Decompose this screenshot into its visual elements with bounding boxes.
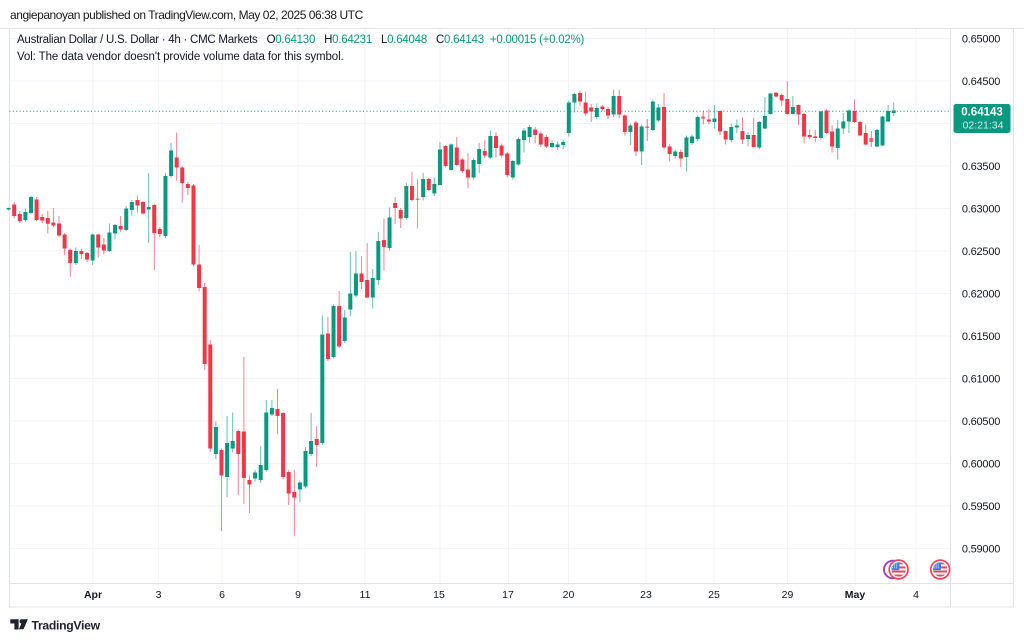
svg-text:May: May: [845, 589, 866, 601]
svg-text:0.61500: 0.61500: [962, 331, 1000, 343]
svg-text:6: 6: [219, 589, 225, 601]
svg-text:Apr: Apr: [84, 589, 102, 601]
svg-text:0.62000: 0.62000: [962, 288, 1000, 300]
svg-text:0.62500: 0.62500: [962, 246, 1000, 258]
svg-text:TradingView: TradingView: [32, 619, 101, 633]
svg-text:29: 29: [782, 589, 794, 601]
svg-text:15: 15: [433, 589, 445, 601]
svg-text:0.59000: 0.59000: [962, 543, 1000, 555]
svg-text:9: 9: [295, 589, 301, 601]
svg-text:0.61000: 0.61000: [962, 373, 1000, 385]
svg-text:0.64500: 0.64500: [962, 76, 1000, 88]
svg-text:0.59500: 0.59500: [962, 501, 1000, 513]
svg-text:0.60000: 0.60000: [962, 458, 1000, 470]
svg-text:02:21:34: 02:21:34: [963, 119, 1004, 131]
svg-text:25: 25: [708, 589, 720, 601]
svg-text:0.63000: 0.63000: [962, 203, 1000, 215]
svg-text:3: 3: [156, 589, 162, 601]
svg-text:0.63500: 0.63500: [962, 161, 1000, 173]
svg-text:20: 20: [563, 589, 575, 601]
svg-text:11: 11: [360, 589, 371, 601]
svg-text:23: 23: [640, 589, 652, 601]
svg-text:0.60500: 0.60500: [962, 416, 1000, 428]
svg-text:17: 17: [502, 589, 514, 601]
svg-text:0.65000: 0.65000: [962, 33, 1000, 45]
svg-text:0.64143: 0.64143: [961, 107, 1003, 119]
svg-text:4: 4: [913, 589, 919, 601]
